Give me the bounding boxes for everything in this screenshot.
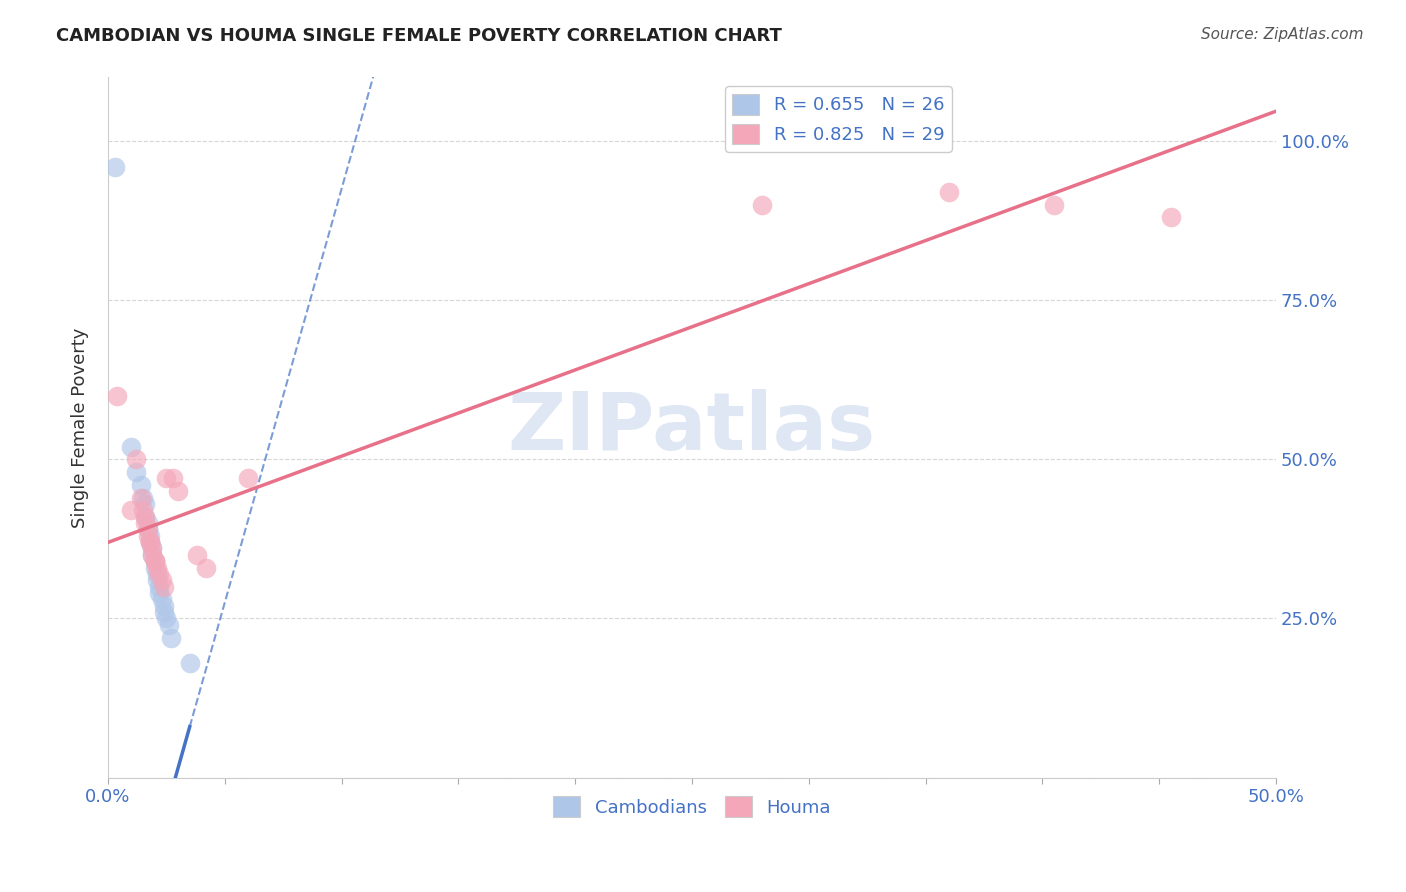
Point	[155, 471, 177, 485]
Point	[153, 580, 176, 594]
Point	[136, 522, 159, 536]
Point	[139, 529, 162, 543]
Point	[148, 566, 170, 581]
Point	[153, 605, 176, 619]
Point	[136, 529, 159, 543]
Point	[104, 160, 127, 174]
Legend: Cambodians, Houma: Cambodians, Houma	[546, 789, 838, 824]
Point	[105, 389, 128, 403]
Point	[143, 554, 166, 568]
Point	[139, 535, 162, 549]
Point	[134, 509, 156, 524]
Point	[1160, 211, 1182, 225]
Point	[134, 516, 156, 530]
Point	[134, 497, 156, 511]
Y-axis label: Single Female Poverty: Single Female Poverty	[72, 327, 89, 528]
Point	[134, 509, 156, 524]
Point	[162, 471, 184, 485]
Point	[938, 185, 960, 199]
Point	[150, 592, 173, 607]
Point	[179, 656, 201, 670]
Point	[146, 560, 169, 574]
Point	[167, 484, 190, 499]
Point	[160, 631, 183, 645]
Point	[141, 548, 163, 562]
Point	[153, 599, 176, 613]
Point	[157, 617, 180, 632]
Point	[141, 548, 163, 562]
Point	[125, 452, 148, 467]
Point	[139, 535, 162, 549]
Point	[143, 554, 166, 568]
Text: CAMBODIAN VS HOUMA SINGLE FEMALE POVERTY CORRELATION CHART: CAMBODIAN VS HOUMA SINGLE FEMALE POVERTY…	[56, 27, 782, 45]
Point	[148, 586, 170, 600]
Point	[129, 477, 152, 491]
Point	[751, 198, 773, 212]
Point	[120, 503, 142, 517]
Point	[146, 574, 169, 588]
Point	[186, 548, 208, 562]
Point	[150, 574, 173, 588]
Point	[139, 535, 162, 549]
Point	[141, 541, 163, 556]
Point	[141, 541, 163, 556]
Point	[143, 560, 166, 574]
Point	[132, 491, 155, 505]
Point	[136, 522, 159, 536]
Point	[195, 560, 218, 574]
Point	[129, 491, 152, 505]
Text: ZIPatlas: ZIPatlas	[508, 389, 876, 467]
Point	[155, 611, 177, 625]
Point	[132, 503, 155, 517]
Point	[136, 516, 159, 530]
Point	[125, 465, 148, 479]
Point	[143, 554, 166, 568]
Point	[236, 471, 259, 485]
Point	[120, 440, 142, 454]
Point	[148, 580, 170, 594]
Point	[1043, 198, 1066, 212]
Text: Source: ZipAtlas.com: Source: ZipAtlas.com	[1201, 27, 1364, 42]
Point	[146, 566, 169, 581]
